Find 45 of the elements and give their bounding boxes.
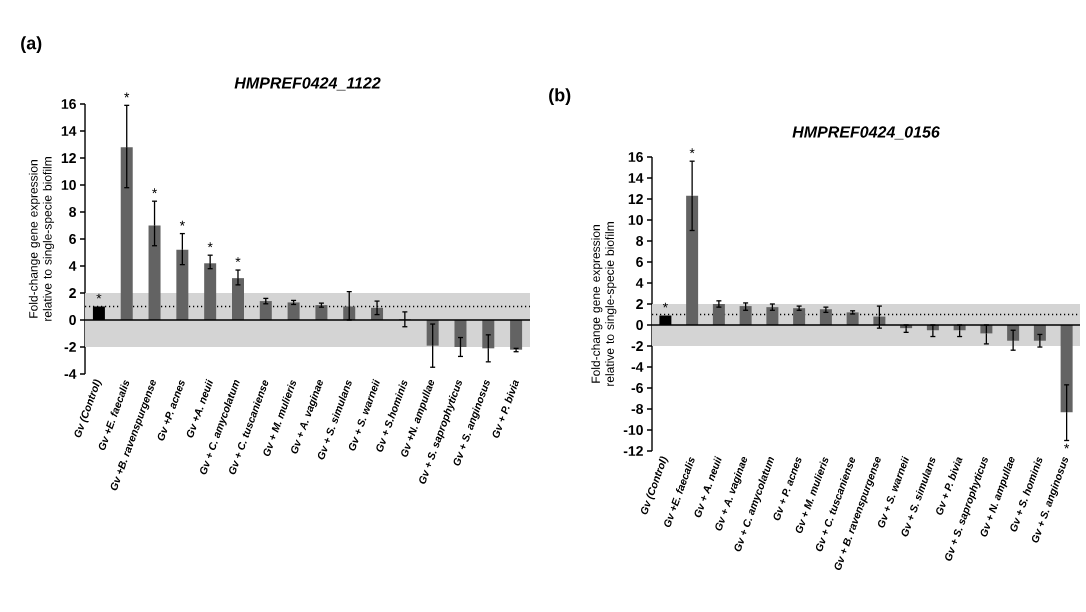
y-tick-label: -4 [64,369,77,379]
y-tick-label: 12 [61,153,76,163]
x-tick-label: Gv +A. neuii [186,378,213,438]
annotation: * [96,293,102,299]
y-tick-label: 10 [628,215,643,225]
annotation: * [207,242,213,248]
y-tick-label: 4 [68,261,77,271]
annotation: * [1064,443,1070,449]
y-tick-label: 16 [61,99,76,109]
y-tick-label: 4 [635,278,644,288]
y-tick-label: -2 [631,341,643,351]
chart-title: HMPREF0424_1122 [234,77,381,91]
y-tick-label: 14 [628,173,644,183]
y-tick-label: -6 [631,383,643,393]
y-tick-label: 0 [636,320,643,330]
y-axis-title: Fold-change gene expression relative to single-specie biofilm [28,157,55,321]
y-tick-label: -2 [64,342,76,352]
y-tick-label: 2 [69,288,76,298]
y-tick-label: -10 [623,425,643,435]
annotation: * [689,148,695,154]
y-tick-label: 8 [69,207,77,217]
annotation: * [662,302,668,308]
y-tick-label: 16 [628,152,643,162]
y-tick-label: -12 [623,446,643,456]
text: (a) [21,36,42,53]
y-tick-label: -8 [631,404,644,414]
x-tick-label: Gv + P. acnes [773,457,802,521]
y-tick-label: -4 [631,362,644,372]
y-tick-label: 0 [69,315,76,325]
x-tick-label: Gv + P. bivia [492,380,520,438]
x-tick-label: Gv +P. acnes [157,380,185,441]
annotation: * [152,188,158,194]
y-tick-label: 6 [636,257,643,267]
y-tick-label: 14 [61,126,77,136]
y-tick-label: 2 [636,299,643,309]
y-tick-label: 8 [636,236,644,246]
y-axis-title: Fold-change gene expression relative to single-specie biofilm [591,222,617,386]
y-tick-label: 6 [69,234,76,244]
annotation: * [179,220,185,226]
annotation: * [235,257,241,263]
annotation: * [124,92,130,98]
y-tick-label: 12 [628,194,643,204]
text: (b) [549,88,571,105]
chart-title: HMPREF0424_0156 [792,126,940,140]
y-tick-label: 10 [61,180,76,190]
